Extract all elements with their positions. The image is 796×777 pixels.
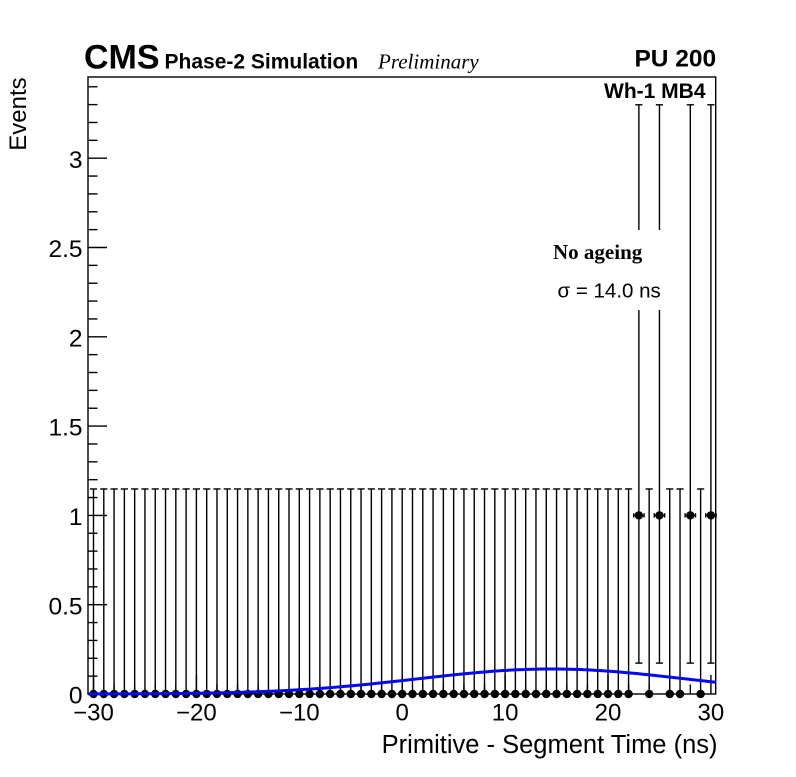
svg-text:Primitive - Segment Time (ns): Primitive - Segment Time (ns): [382, 731, 718, 759]
svg-text:−10: −10: [279, 699, 320, 726]
svg-text:0: 0: [69, 683, 83, 710]
svg-text:−30: −30: [73, 699, 114, 726]
svg-text:Events: Events: [5, 77, 32, 150]
svg-text:1: 1: [69, 504, 83, 531]
svg-text:PU 200: PU 200: [634, 46, 716, 73]
svg-text:σ = 14.0 ns: σ = 14.0 ns: [558, 279, 661, 302]
svg-text:1.5: 1.5: [48, 415, 82, 442]
svg-text:3: 3: [69, 147, 83, 174]
svg-text:10: 10: [492, 699, 519, 726]
svg-text:Phase-2 Simulation: Phase-2 Simulation: [165, 51, 359, 74]
svg-text:0.5: 0.5: [48, 593, 82, 620]
svg-text:No ageing: No ageing: [553, 240, 643, 264]
svg-text:2.5: 2.5: [48, 236, 82, 263]
svg-text:20: 20: [595, 699, 622, 726]
svg-text:−20: −20: [176, 699, 217, 726]
svg-text:Preliminary: Preliminary: [377, 50, 479, 74]
svg-text:0: 0: [396, 699, 409, 726]
svg-text:CMS: CMS: [84, 39, 160, 77]
svg-text:2: 2: [69, 325, 83, 352]
svg-text:30: 30: [698, 699, 725, 726]
svg-text:Wh-1 MB4: Wh-1 MB4: [604, 80, 706, 103]
